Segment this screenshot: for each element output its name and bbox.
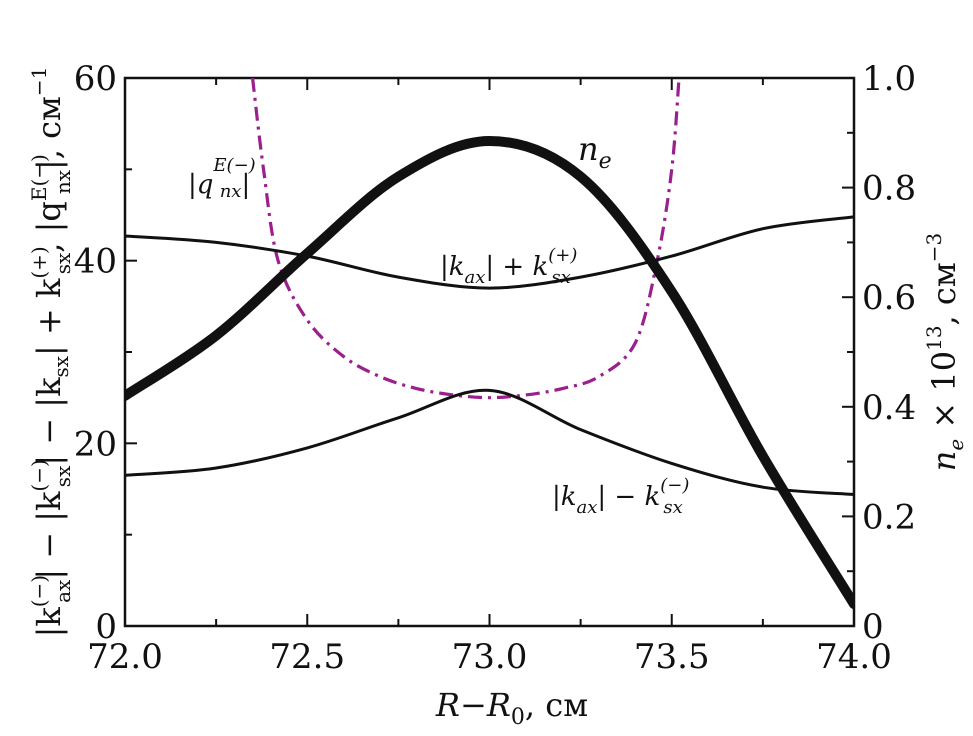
ticks-layer: 72.0 72.5 73.0 73.5 74.0020406000.20.40.60.8…	[74, 59, 916, 677]
y-left-tick-label: 0	[95, 607, 117, 647]
y-left-tick-label: 60	[74, 59, 117, 99]
x-tick-label: 73.0	[452, 637, 528, 677]
y-right-tick-label: 0.2	[862, 497, 916, 537]
y-right-tick-label: 0	[862, 607, 884, 647]
x-axis-label: R−R0, см	[435, 686, 588, 730]
series-line-q-nx	[250, 78, 681, 400]
series-line-ne	[125, 136, 854, 610]
x-tick-label: 72.0	[87, 637, 163, 677]
series-layer	[125, 78, 854, 610]
series-line-k-minus	[125, 388, 854, 496]
y-left-tick-label: 20	[74, 424, 117, 464]
y-axis-label-right: ne × 1013, см−3	[922, 233, 968, 471]
y-right-tick-label: 1.0	[862, 59, 916, 99]
x-tick-label: 73.5	[634, 637, 710, 677]
annotation-k-plus: |kax| + k(+) sx	[440, 245, 577, 288]
x-tick-label: 74.0	[816, 637, 892, 677]
y-right-tick-label: 0.8	[862, 169, 916, 209]
annotation-q: |qE(−) nx|	[188, 155, 256, 202]
y-right-tick-label: 0.6	[862, 278, 916, 318]
y-left-tick-label: 40	[74, 242, 117, 282]
y-axis-label-left: |k(−)ax| − |k(−)sx| − |ksx| + k(+)sx, |q…	[27, 67, 75, 638]
y-right-tick-label: 0.4	[862, 388, 916, 428]
annotation-ne: ne	[578, 130, 612, 174]
series-line-k-plus	[125, 215, 854, 290]
annotation-k-minus: |kax| − k(−) sx	[552, 475, 689, 518]
x-tick-label: 72.5	[269, 637, 345, 677]
